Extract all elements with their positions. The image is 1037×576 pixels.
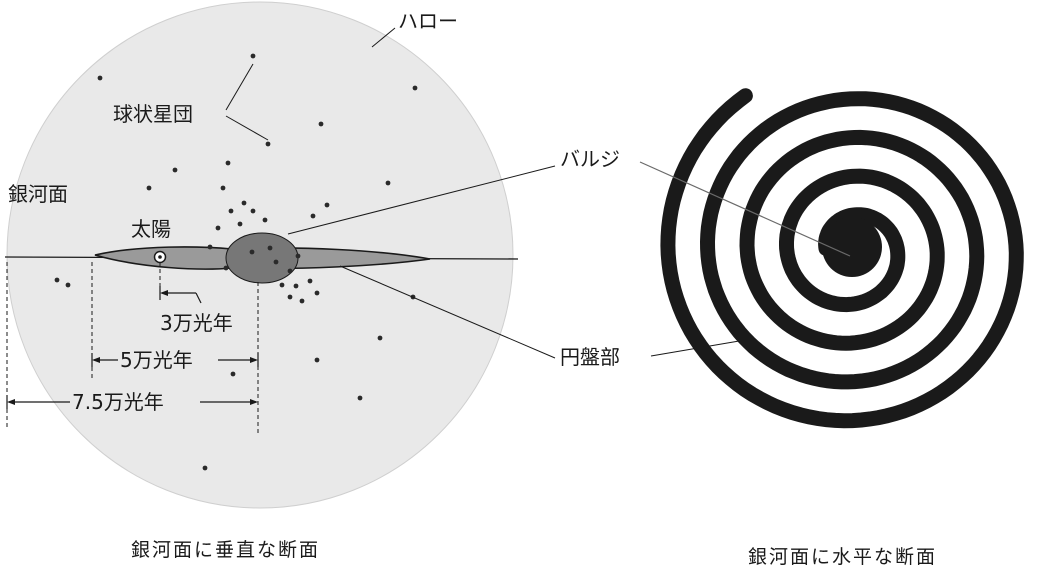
star-dot bbox=[65, 282, 71, 288]
star-dot bbox=[241, 200, 247, 206]
sun-marker bbox=[153, 250, 167, 264]
distance-3-arrow bbox=[159, 286, 202, 304]
star-dot bbox=[250, 53, 256, 59]
bulge-shape bbox=[225, 232, 299, 284]
star-dot bbox=[237, 221, 243, 227]
spiral-arms bbox=[660, 88, 1024, 429]
globular-leader-2 bbox=[225, 115, 269, 141]
distance-75-label: 7.5万光年 bbox=[72, 390, 164, 414]
vertical-cross-section: ハロー 球状星団 銀河面 太陽 3万光年 5万光年 7.5万光年 バルジ 円盤部… bbox=[4, 1, 620, 561]
caption-horizontal: 銀河面に水平な断面 bbox=[748, 546, 937, 568]
star-dot bbox=[220, 185, 226, 191]
star-dot bbox=[54, 277, 60, 283]
star-dot bbox=[207, 244, 213, 250]
star-dot bbox=[287, 268, 293, 274]
star-dot bbox=[318, 121, 324, 127]
bulge-leader-right bbox=[639, 161, 851, 257]
star-dot bbox=[324, 202, 330, 208]
globular-clusters-label: 球状星団 bbox=[113, 102, 193, 126]
star-dot bbox=[230, 371, 236, 377]
star-dot bbox=[287, 294, 293, 300]
star-dot bbox=[385, 180, 391, 186]
disk-label: 円盤部 bbox=[560, 345, 620, 369]
caption-vertical: 銀河面に垂直な断面 bbox=[131, 539, 320, 561]
star-dot bbox=[273, 259, 279, 265]
bulge-label: バルジ bbox=[560, 147, 620, 171]
star-dot bbox=[295, 253, 301, 259]
star-dot bbox=[250, 208, 256, 214]
star-dot bbox=[262, 217, 268, 223]
globular-leader-1 bbox=[225, 63, 254, 111]
disk-leader-right bbox=[650, 339, 746, 357]
star-dot bbox=[146, 185, 152, 191]
star-dot bbox=[249, 249, 255, 255]
sun-label: 太陽 bbox=[131, 217, 171, 241]
halo-leader bbox=[371, 27, 396, 48]
star-dot bbox=[265, 141, 271, 147]
star-dot bbox=[225, 160, 231, 166]
star-dot bbox=[412, 85, 418, 91]
star-dot bbox=[223, 265, 229, 271]
distance-5-arrow bbox=[91, 353, 259, 367]
star-dot bbox=[377, 335, 383, 341]
star-dot bbox=[267, 245, 273, 251]
star-dot bbox=[293, 283, 299, 289]
star-dot bbox=[299, 298, 305, 304]
star-dot bbox=[97, 75, 103, 81]
distance-75-arrow bbox=[6, 395, 258, 409]
distance-3-label: 3万光年 bbox=[160, 311, 233, 335]
star-dot bbox=[357, 395, 363, 401]
star-dot bbox=[314, 290, 320, 296]
disk-leader bbox=[339, 265, 556, 359]
star-dot bbox=[228, 208, 234, 214]
star-dot bbox=[279, 282, 285, 288]
star-dot bbox=[215, 225, 221, 231]
distance-5-label: 5万光年 bbox=[120, 348, 193, 372]
star-dot bbox=[310, 213, 316, 219]
globular-cluster-dots bbox=[54, 53, 418, 471]
star-dot bbox=[172, 167, 178, 173]
bulge-leader bbox=[287, 165, 556, 235]
galactic-plane-label: 銀河面 bbox=[8, 182, 68, 206]
star-dot bbox=[314, 357, 320, 363]
star-dot bbox=[202, 465, 208, 471]
halo-label: ハロー bbox=[398, 9, 458, 33]
star-dot bbox=[307, 278, 313, 284]
horizontal-cross-section: 銀河面に水平な断面 bbox=[639, 80, 1030, 568]
galactic-center bbox=[822, 217, 882, 277]
